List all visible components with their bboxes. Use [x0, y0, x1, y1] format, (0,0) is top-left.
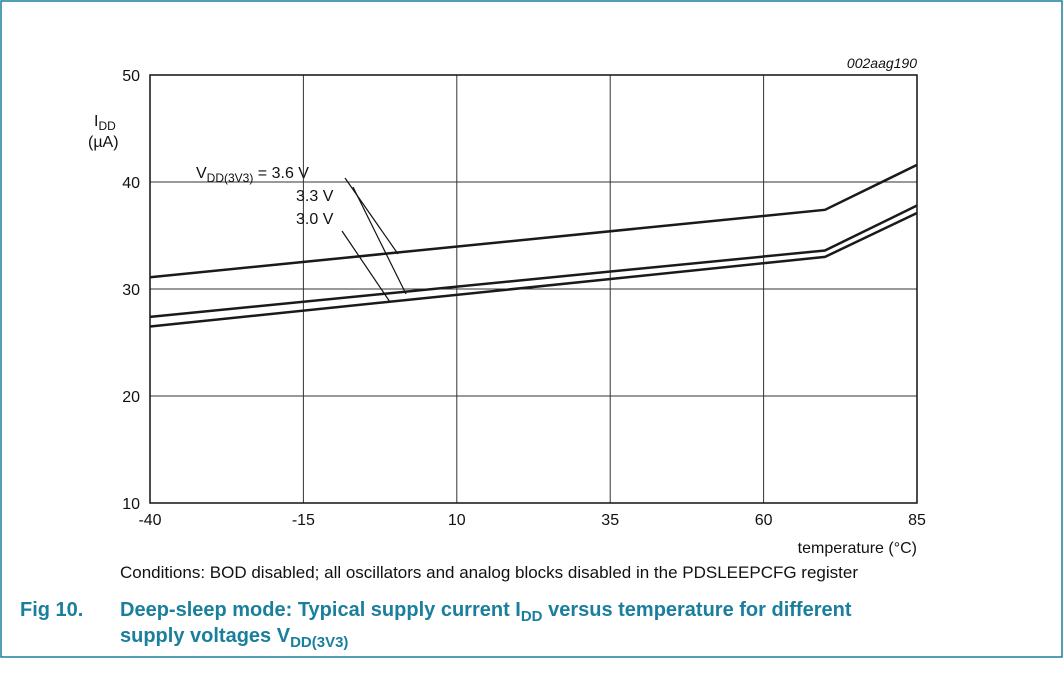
legend-name: 3.6 V — [272, 165, 310, 182]
caption-line: supply voltages VDD(3V3) — [120, 625, 348, 651]
x-tick-label: 35 — [601, 512, 619, 529]
legend-prefix-eq: = — [253, 165, 271, 182]
conditions: Conditions: BOD disabled; all oscillator… — [120, 563, 858, 582]
figure-code: 002aag190 — [847, 55, 917, 71]
y-axis-label-main: I — [94, 113, 98, 130]
y-tick-label: 10 — [122, 496, 140, 513]
plot-frame — [149, 74, 918, 504]
legend-prefix: V — [196, 165, 207, 182]
y-tick-label: 30 — [122, 282, 140, 299]
leader-line — [341, 230, 391, 303]
series-line — [149, 204, 918, 319]
caption-label: Fig 10. — [20, 599, 83, 621]
x-tick-label: 85 — [908, 512, 926, 529]
x-axis-label: temperature (°C) — [798, 540, 917, 557]
caption-line: Deep-sleep mode: Typical supply current … — [120, 599, 852, 625]
x-tick-label: 60 — [755, 512, 773, 529]
caption-sub: DD(3V3) — [290, 634, 348, 651]
y-axis-label-sub: DD — [98, 119, 116, 133]
leader-line — [344, 177, 399, 255]
y-axis-unit: (µA) — [88, 134, 119, 151]
caption-sub: DD — [521, 608, 543, 625]
x-tick-label: -40 — [138, 512, 161, 529]
y-tick-label: 20 — [122, 389, 140, 406]
caption-part: versus temperature for different — [543, 599, 852, 621]
legend-label: VDD(3V3) = 3.6 V — [196, 165, 309, 185]
x-tick-label: -15 — [292, 512, 315, 529]
y-tick-label: 50 — [122, 68, 140, 85]
lines — [149, 163, 918, 328]
legend-label: 3.0 V — [296, 211, 334, 228]
legend-label: 3.3 V — [296, 188, 334, 205]
caption-part: Deep-sleep mode: Typical supply current … — [120, 599, 521, 621]
caption-part: supply voltages V — [120, 625, 291, 647]
grid — [149, 74, 918, 504]
y-axis-label: IDD — [94, 113, 116, 133]
series-line — [149, 163, 918, 279]
frame — [0, 0, 1063, 658]
x-tick-label: 10 — [448, 512, 466, 529]
legend-prefix-sub: DD(3V3) — [207, 171, 254, 185]
series-line — [149, 211, 918, 328]
leader-line — [352, 186, 407, 295]
y-tick-label: 40 — [122, 175, 140, 192]
